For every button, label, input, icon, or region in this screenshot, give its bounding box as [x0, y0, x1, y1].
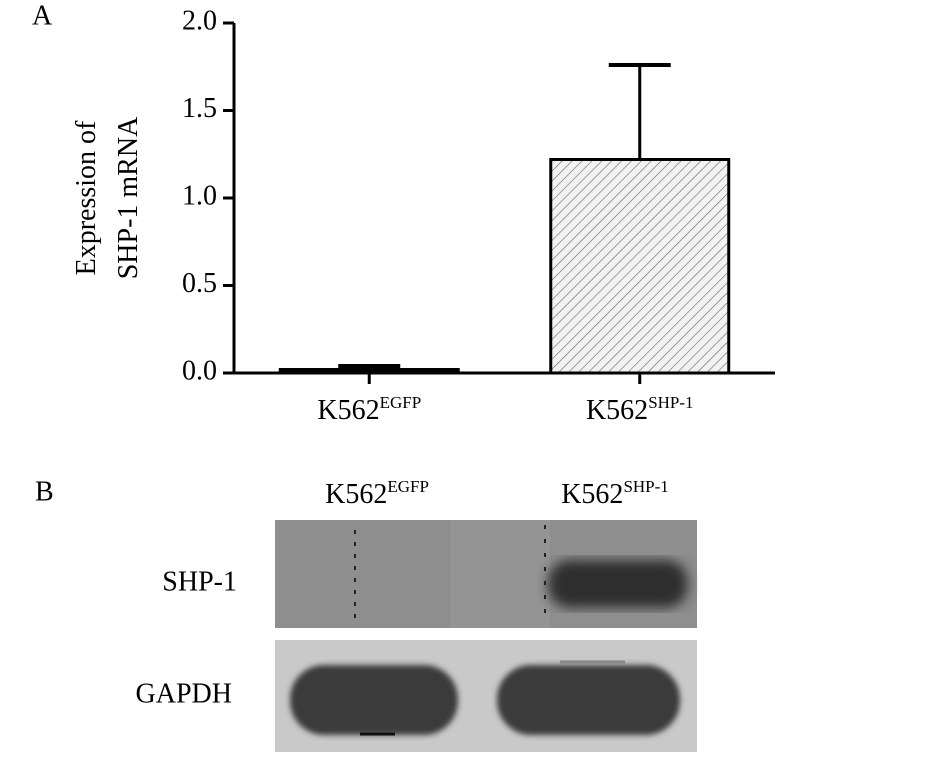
bar: [549, 158, 731, 375]
panel-label: A: [32, 0, 53, 31]
y-axis-title: Expression of SHP-1 mRNA: [71, 116, 144, 279]
x-tick-label: K562EGFP: [317, 393, 421, 427]
label-superscript: SHP-1: [623, 477, 668, 496]
y-tick-label: 1.0: [182, 180, 217, 211]
bar: [278, 368, 460, 375]
y-axis-title-line: SHP-1 mRNA: [113, 116, 144, 279]
column-label: K562SHP-1: [561, 477, 669, 511]
y-tick-label: 1.5: [182, 93, 217, 124]
blot-image: [275, 520, 697, 752]
y-tick-label: 0.5: [182, 268, 217, 299]
row-label: SHP-1: [162, 566, 237, 597]
panel-label: B: [35, 476, 54, 507]
label-text: K562: [586, 395, 648, 426]
x-tick-label: K562SHP-1: [586, 393, 694, 427]
row-label: GAPDH: [136, 678, 232, 709]
label-text: K562: [325, 479, 387, 510]
label-superscript: EGFP: [387, 477, 429, 496]
label-text: K562: [317, 395, 379, 426]
y-tick-label: 0.0: [182, 355, 217, 386]
label-superscript: SHP-1: [648, 393, 693, 412]
y-tick-label: 2.0: [182, 5, 217, 36]
label-superscript: EGFP: [380, 393, 422, 412]
y-axis-title-line: Expression of: [71, 120, 102, 275]
label-text: K562: [561, 479, 623, 510]
column-label: K562EGFP: [325, 477, 429, 511]
